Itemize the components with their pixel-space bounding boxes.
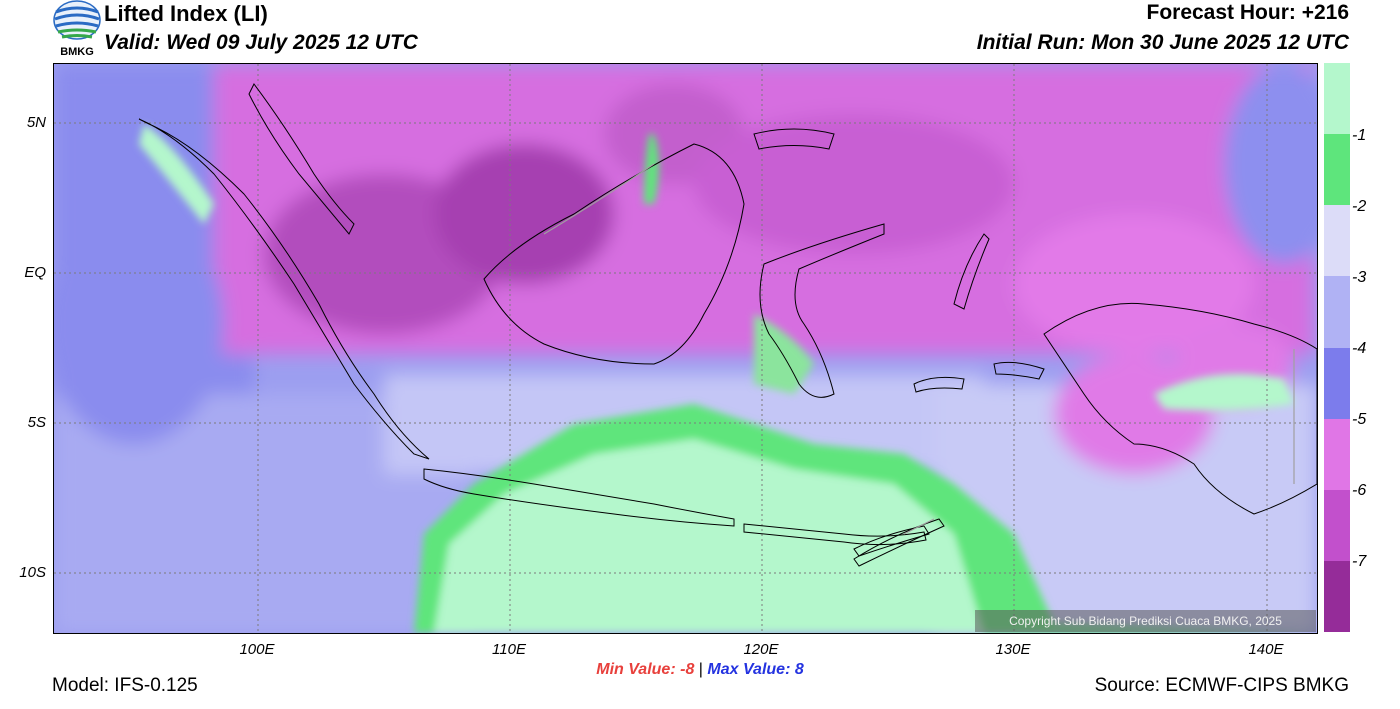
min-label: Min Value: — [596, 661, 676, 678]
colorbar-segment — [1324, 276, 1350, 348]
colorbar-label-2: -2 — [1352, 198, 1367, 215]
colorbar-label-6: -6 — [1352, 482, 1367, 499]
colorbar-label-7: -7 — [1352, 553, 1367, 570]
lat-label-5s: 5S — [27, 414, 46, 431]
lat-label-10s: 10S — [19, 564, 46, 581]
bmkg-logo — [52, 0, 102, 62]
lat-label-eq: EQ — [24, 264, 46, 281]
max-value: 8 — [794, 661, 804, 678]
lon-label-130e: 130E — [995, 641, 1031, 658]
colorbar-segment — [1324, 205, 1350, 277]
colorbar-label-4: -4 — [1352, 340, 1367, 357]
min-value: -8 — [680, 661, 695, 678]
min-max-separator: | — [698, 661, 703, 678]
lon-label-110e: 110E — [492, 641, 526, 658]
copyright-notice: Copyright Sub Bidang Prediksi Cuaca BMKG… — [975, 610, 1316, 632]
chart-title: Lifted Index (LI) — [104, 1, 268, 26]
lifted-index-map — [53, 63, 1318, 634]
colorbar-segment — [1324, 418, 1350, 490]
logo-text: BMKG — [60, 46, 94, 58]
model-name: Model: IFS-0.125 — [52, 675, 198, 696]
colorbar-label-3: -3 — [1352, 269, 1367, 286]
map-canvas — [54, 64, 1317, 633]
colorbar-segment — [1324, 63, 1350, 135]
colorbar-segment — [1324, 134, 1350, 206]
max-label: Max Value: — [707, 661, 791, 678]
initial-run: Initial Run: Mon 30 June 2025 12 UTC — [976, 31, 1349, 54]
colorbar-segment — [1324, 560, 1350, 632]
valid-time: Valid: Wed 09 July 2025 12 UTC — [104, 31, 418, 54]
lat-label-5n: 5N — [26, 114, 46, 131]
colorbar — [1324, 63, 1350, 632]
colorbar-label-1: -1 — [1352, 127, 1367, 144]
colorbar-segment — [1324, 347, 1350, 419]
min-max-values: Min Value: -8 | Max Value: 8 — [0, 661, 1400, 679]
lon-label-120e: 120E — [743, 641, 779, 658]
lon-label-140e: 140E — [1248, 641, 1284, 658]
colorbar-segment — [1324, 489, 1350, 561]
forecast-hour: Forecast Hour: +216 — [1146, 1, 1350, 24]
lon-label-100e: 100E — [239, 641, 275, 658]
colorbar-label-5: -5 — [1352, 411, 1367, 428]
data-source: Source: ECMWF-CIPS BMKG — [1094, 675, 1349, 696]
